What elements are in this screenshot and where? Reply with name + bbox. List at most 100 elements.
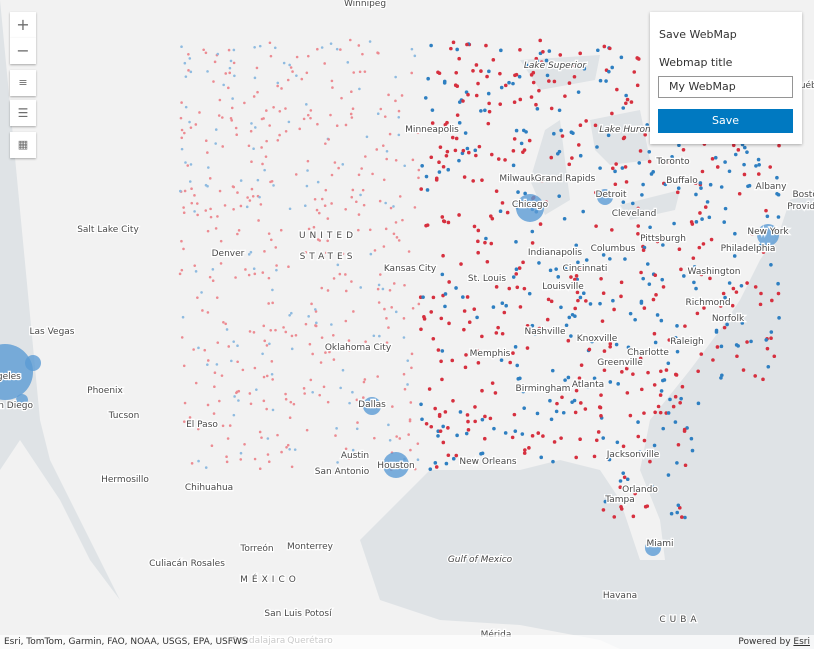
- county-dot: [410, 352, 414, 356]
- county-dot: [660, 277, 665, 282]
- county-dot: [731, 143, 736, 148]
- county-dot: [329, 113, 332, 117]
- map-label: Kansas City: [384, 264, 437, 274]
- title-input[interactable]: My WebMap: [658, 76, 793, 98]
- county-dot: [615, 440, 620, 445]
- county-dot: [437, 170, 442, 174]
- county-dot: [429, 43, 433, 48]
- county-dot: [441, 424, 445, 429]
- county-dot: [561, 329, 565, 333]
- county-dot: [230, 106, 234, 110]
- county-dot: [765, 214, 770, 219]
- county-dot: [385, 345, 389, 349]
- county-dot: [666, 160, 670, 164]
- county-dot: [224, 72, 228, 75]
- county-dot: [316, 180, 320, 184]
- save-button[interactable]: Save: [658, 109, 793, 133]
- county-dot: [305, 103, 308, 106]
- county-dot: [361, 52, 364, 56]
- county-dot: [465, 413, 470, 417]
- county-dot: [668, 397, 672, 402]
- county-dot: [560, 395, 564, 400]
- county-dot: [188, 120, 191, 124]
- county-dot: [325, 251, 328, 255]
- county-dot: [511, 163, 516, 168]
- county-dot: [225, 328, 229, 331]
- county-dot: [682, 429, 687, 433]
- county-dot: [675, 236, 680, 241]
- county-dot: [578, 437, 582, 441]
- county-dot: [263, 250, 266, 253]
- map-label: Tucson: [108, 411, 140, 421]
- county-dot: [326, 289, 330, 292]
- county-dot: [253, 457, 257, 461]
- county-dot: [336, 461, 339, 464]
- county-dot: [641, 248, 646, 252]
- county-dot: [756, 157, 761, 162]
- county-dot: [372, 334, 376, 338]
- county-dot: [272, 106, 275, 109]
- county-dot: [775, 175, 779, 180]
- zoom-out[interactable]: −: [10, 38, 36, 64]
- county-dot: [759, 291, 763, 296]
- county-dot: [530, 229, 535, 234]
- county-dot: [326, 400, 330, 404]
- county-dot: [243, 101, 246, 105]
- county-dot: [447, 280, 451, 284]
- county-dot: [180, 136, 184, 140]
- county-dot: [467, 320, 472, 325]
- county-dot: [359, 193, 362, 197]
- county-dot: [514, 72, 519, 77]
- county-dot: [362, 380, 366, 384]
- county-dot: [206, 359, 210, 362]
- county-dot: [269, 238, 273, 242]
- county-dot: [183, 131, 186, 135]
- county-dot: [406, 359, 410, 362]
- county-dot: [183, 401, 187, 405]
- county-dot: [239, 458, 243, 461]
- county-dot: [273, 46, 277, 50]
- county-dot: [196, 296, 199, 299]
- county-dot: [405, 266, 409, 269]
- county-dot: [574, 243, 579, 248]
- county-dot: [733, 231, 737, 236]
- county-dot: [632, 70, 637, 74]
- county-dot: [390, 306, 393, 309]
- county-dot: [232, 340, 235, 343]
- county-dot: [375, 148, 379, 151]
- county-dot: [534, 56, 539, 61]
- county-dot: [471, 179, 475, 183]
- county-dot: [271, 288, 274, 292]
- esri-link[interactable]: Esri: [793, 637, 810, 647]
- county-dot: [625, 391, 630, 395]
- county-dot: [261, 352, 264, 356]
- county-dot: [247, 273, 251, 277]
- legend-button[interactable]: ≡: [10, 70, 36, 96]
- layers-button[interactable]: ☰: [10, 100, 36, 126]
- county-dot: [265, 109, 268, 112]
- county-dot: [314, 324, 317, 327]
- county-dot: [769, 330, 774, 334]
- county-dot: [601, 508, 606, 512]
- county-dot: [545, 317, 550, 322]
- zoom-in[interactable]: +: [10, 12, 36, 38]
- basemap-button[interactable]: ▦: [10, 132, 36, 158]
- county-dot: [722, 220, 727, 224]
- county-dot: [548, 398, 552, 403]
- county-dot: [636, 206, 640, 211]
- county-dot: [549, 417, 554, 422]
- county-dot: [513, 429, 518, 433]
- county-dot: [515, 285, 520, 290]
- county-dot: [628, 413, 633, 418]
- county-dot: [494, 285, 499, 289]
- county-dot: [318, 239, 322, 242]
- county-dot: [539, 455, 544, 460]
- county-dot: [239, 204, 243, 208]
- county-dot: [613, 169, 617, 174]
- county-dot: [215, 296, 219, 299]
- county-dot: [394, 310, 398, 314]
- county-dot: [190, 201, 194, 205]
- county-dot: [258, 44, 262, 48]
- county-dot: [575, 290, 580, 295]
- county-dot: [579, 380, 583, 385]
